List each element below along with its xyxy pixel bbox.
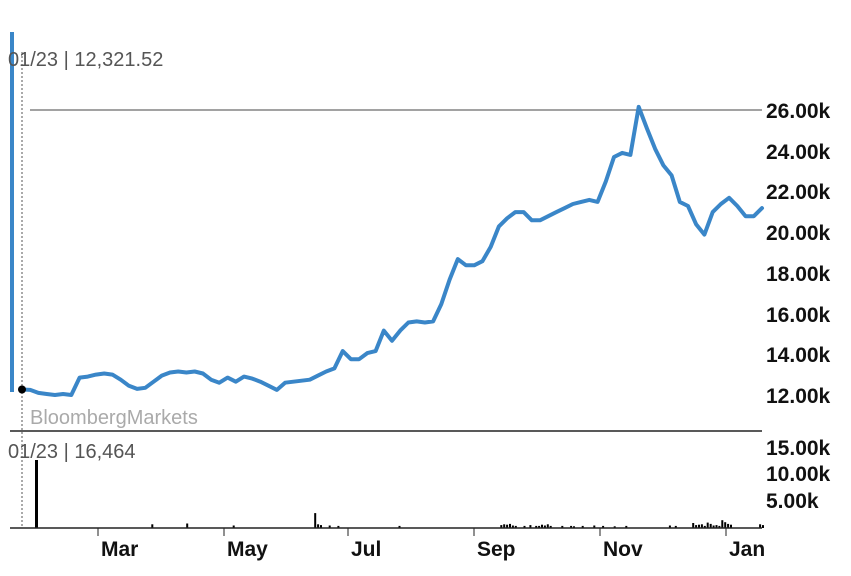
volume-bar: [535, 525, 538, 528]
volume-bar: [398, 525, 401, 528]
x-tick-label: Nov: [603, 538, 643, 561]
volume-bar: [712, 525, 715, 528]
volume-bar: [573, 526, 575, 528]
volume-bar: [514, 525, 517, 528]
brand-label: BloombergMarkets: [30, 407, 198, 429]
volume-bar: [625, 525, 628, 528]
volume-bar: [35, 460, 38, 528]
volume-readout: 01/23 | 16,464: [8, 441, 136, 463]
volume-bar: [151, 524, 154, 528]
volume-bar: [186, 523, 189, 528]
volume-bar: [692, 523, 695, 528]
volume-bar: [718, 525, 721, 528]
volume-bar: [762, 525, 764, 528]
volume-bar: [593, 525, 596, 528]
volume-bar: [529, 525, 532, 528]
volume-bar: [674, 525, 677, 528]
volume-bar: [328, 525, 331, 528]
volume-bar: [561, 525, 564, 528]
volume-bar: [232, 525, 235, 528]
x-tick-label: May: [227, 538, 268, 561]
volume-bar: [538, 525, 541, 528]
price-line: [20, 104, 764, 397]
y-tick-label: 22.00k: [766, 181, 831, 204]
volume-bar: [337, 525, 340, 528]
volume-bar: [715, 525, 718, 528]
y-tick-label: 16.00k: [766, 304, 831, 327]
left-indicator-bar: [10, 32, 14, 392]
volume-bar: [503, 524, 506, 528]
volume-tick-label: 5.00k: [766, 490, 819, 513]
x-tick-label: Jan: [729, 538, 765, 561]
x-tick-label: Jul: [351, 538, 381, 561]
volume-bar: [759, 524, 762, 528]
volume-bar: [317, 524, 320, 528]
volume-bar: [546, 524, 549, 528]
y-tick-label: 18.00k: [766, 263, 831, 286]
volume-bar: [602, 525, 605, 528]
volume-y-ticks: 15.00k 10.00k 5.00k: [766, 437, 831, 513]
price-readout: 01/23 | 12,321.52: [8, 49, 163, 71]
volume-bar: [581, 525, 584, 528]
volume-bar: [706, 522, 709, 528]
volume-bar: [724, 522, 727, 528]
y-tick-label: 26.00k: [766, 100, 831, 123]
volume-bar: [703, 525, 706, 528]
volume-bar: [570, 525, 573, 528]
volume-tick-label: 15.00k: [766, 437, 831, 460]
volume-bar: [709, 523, 712, 528]
volume-bar: [320, 525, 322, 528]
y-tick-label: 24.00k: [766, 141, 831, 164]
cursor-dot: [18, 385, 26, 394]
volume-bar: [721, 520, 724, 528]
volume-bar: [668, 525, 671, 528]
volume-tick-label: 10.00k: [766, 463, 831, 486]
x-tick-label: Sep: [477, 538, 516, 561]
volume-bar: [500, 525, 503, 528]
volume-bar: [523, 525, 526, 528]
volume-bar: [549, 525, 552, 528]
volume-bar: [511, 525, 514, 528]
volume-bar: [700, 524, 703, 528]
x-axis-ticks: Mar May Jul Sep Nov Jan: [97, 528, 765, 561]
y-tick-label: 20.00k: [766, 222, 831, 245]
y-tick-label: 14.00k: [766, 344, 831, 367]
volume-bar: [695, 525, 698, 528]
volume-bar: [730, 524, 732, 528]
volume-bar: [727, 523, 730, 528]
x-tick-label: Mar: [101, 538, 138, 561]
volume-bar: [506, 524, 509, 528]
volume-bar: [509, 523, 511, 528]
volume-bar: [698, 524, 700, 528]
volume-bar: [543, 525, 546, 528]
volume-bar: [314, 513, 317, 528]
volume-bar: [613, 526, 616, 528]
y-tick-label: 12.00k: [766, 385, 831, 408]
price-y-ticks: 26.00k 24.00k 22.00k 20.00k 18.00k 16.00…: [766, 100, 831, 408]
volume-bars: [35, 460, 764, 528]
volume-bar: [541, 524, 543, 528]
